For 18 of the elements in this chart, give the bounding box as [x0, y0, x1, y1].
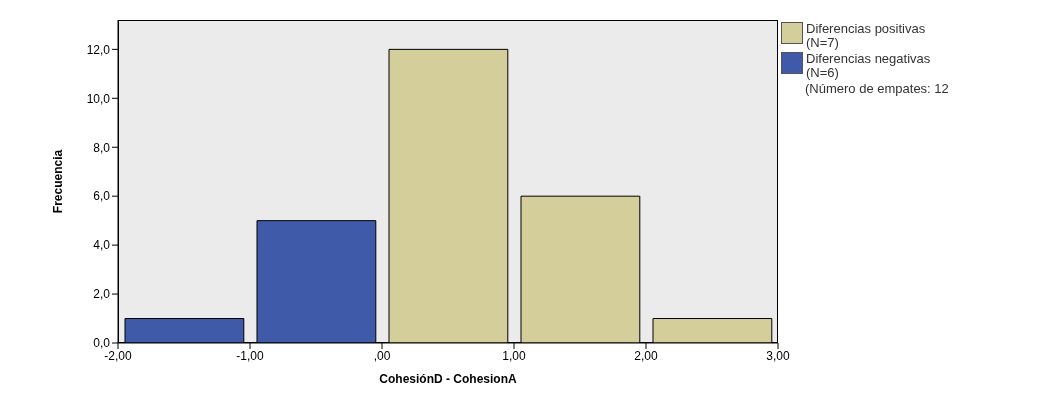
- y-tick-label: 10,0: [86, 91, 111, 106]
- x-tick-label: 2,00: [634, 348, 658, 363]
- y-tick-label: 6,0: [93, 189, 111, 204]
- y-axis-title: Frecuencia: [51, 149, 66, 214]
- legend-label: Diferencias negativas (N=6): [806, 51, 932, 80]
- x-tick-label: ,00: [373, 348, 391, 363]
- x-axis-title: CohesiónD - CohesionA: [379, 372, 517, 386]
- y-tick-label: 12,0: [86, 42, 111, 57]
- x-tick-label: -2,00: [104, 348, 132, 363]
- x-tick-label: -1,00: [236, 348, 264, 363]
- text: (Número de empates: 12: [805, 81, 950, 96]
- legend-label: Diferencias positivas (N=7): [806, 21, 927, 50]
- y-tick-label: 4,0: [93, 238, 111, 253]
- y-tick-label: 8,0: [93, 140, 111, 155]
- y-tick-label: 2,0: [93, 287, 111, 302]
- y-tick-label: 0,0: [93, 336, 111, 351]
- x-tick-label: 3,00: [766, 348, 790, 363]
- x-tick-label: 1,00: [502, 348, 526, 363]
